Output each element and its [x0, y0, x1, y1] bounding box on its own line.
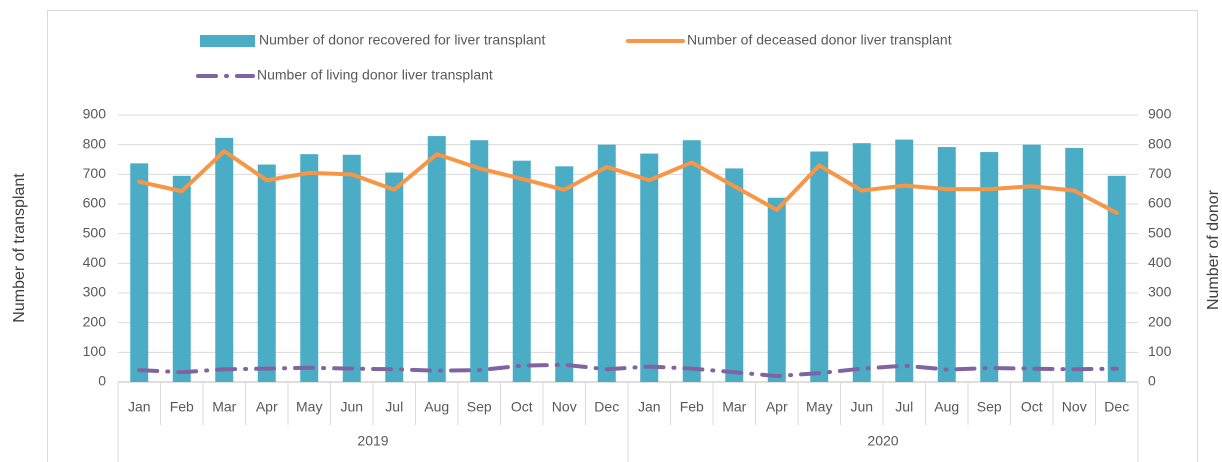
bar — [470, 140, 489, 382]
bar — [852, 143, 871, 382]
x-tick-label: Nov — [1062, 399, 1087, 415]
x-tick-label: Jan — [638, 399, 661, 415]
bar — [1065, 147, 1084, 382]
y2-tick-label: 300 — [1148, 284, 1172, 300]
y-tick-label: 500 — [83, 224, 107, 240]
y2-tick-label: 0 — [1148, 373, 1156, 389]
line-series — [137, 362, 1119, 379]
x-tick-label: Sep — [467, 399, 492, 415]
x-tick-label: Jul — [385, 399, 403, 415]
bar — [980, 152, 999, 382]
bar — [640, 153, 659, 382]
y-axis-title: Number of transplant — [11, 173, 28, 323]
bar — [682, 140, 701, 382]
x-tick-label: Feb — [170, 399, 194, 415]
y2-axis-title: Number of donor — [1205, 189, 1222, 310]
bar — [725, 168, 744, 382]
x-tick-label: Dec — [594, 399, 619, 415]
bar — [257, 164, 276, 382]
x-tick-label: Aug — [934, 399, 959, 415]
y-tick-label: 600 — [83, 195, 107, 211]
legend-label: Number of donor recovered for liver tran… — [259, 32, 545, 48]
x-tick-label: Mar — [212, 399, 236, 415]
bar — [767, 197, 786, 382]
legend-label: Number of deceased donor liver transplan… — [687, 32, 952, 48]
y-tick-label: 400 — [83, 254, 107, 270]
bar — [1107, 175, 1126, 382]
group-label: 2019 — [357, 433, 388, 449]
y-tick-label: 200 — [83, 313, 107, 329]
x-tick-label: Jul — [895, 399, 913, 415]
bar — [300, 154, 319, 382]
y-tick-label: 0 — [98, 373, 106, 389]
bar — [1022, 144, 1041, 382]
bar — [130, 163, 149, 382]
x-tick-label: Jan — [128, 399, 151, 415]
y-tick-label: 800 — [83, 135, 107, 151]
bar — [597, 144, 616, 382]
y2-tick-label: 500 — [1148, 224, 1172, 240]
y-tick-label: 700 — [83, 165, 107, 181]
x-tick-label: May — [296, 399, 322, 415]
x-tick-label: May — [806, 399, 832, 415]
bar — [385, 172, 404, 382]
bar — [427, 136, 446, 382]
y2-tick-label: 900 — [1148, 106, 1172, 122]
y2-tick-label: 600 — [1148, 195, 1172, 211]
group-label: 2020 — [867, 433, 898, 449]
y-tick-label: 300 — [83, 284, 107, 300]
x-tick-label: Dec — [1104, 399, 1129, 415]
x-tick-label: Apr — [766, 399, 788, 415]
line-series — [137, 149, 1119, 215]
bar — [555, 166, 574, 382]
legend-swatch — [200, 35, 255, 47]
x-tick-label: Sep — [977, 399, 1002, 415]
x-tick-label: Mar — [722, 399, 746, 415]
y2-tick-label: 800 — [1148, 135, 1172, 151]
bar — [937, 147, 956, 382]
y-tick-label: 100 — [83, 343, 107, 359]
chart-frame — [47, 10, 1198, 462]
y-tick-label: 900 — [83, 106, 107, 122]
y2-tick-label: 200 — [1148, 313, 1172, 329]
y2-tick-label: 100 — [1148, 343, 1172, 359]
bar — [215, 137, 234, 382]
y2-tick-label: 700 — [1148, 165, 1172, 181]
bar — [512, 160, 531, 382]
legend-label: Number of living donor liver transplant — [257, 67, 493, 83]
bar — [810, 151, 829, 382]
x-tick-label: Apr — [256, 399, 278, 415]
x-tick-label: Jun — [850, 399, 873, 415]
bar — [895, 139, 914, 382]
y2-tick-label: 400 — [1148, 254, 1172, 270]
bar — [172, 175, 191, 382]
x-tick-label: Feb — [680, 399, 704, 415]
x-tick-label: Jun — [340, 399, 363, 415]
x-tick-label: Oct — [1021, 399, 1043, 415]
bar — [342, 154, 361, 382]
x-tick-label: Aug — [424, 399, 449, 415]
x-tick-label: Oct — [511, 399, 533, 415]
x-tick-label: Nov — [552, 399, 577, 415]
